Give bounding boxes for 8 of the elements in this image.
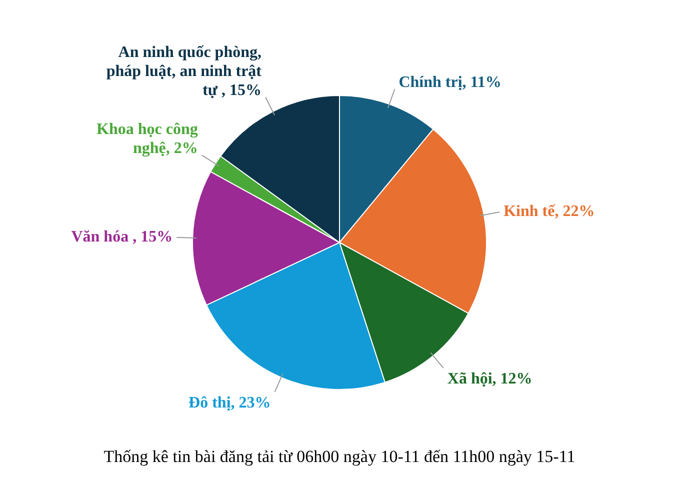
slice-label: Chính trị, 11% <box>398 74 502 91</box>
slice-label: Xã hội, 12% <box>447 370 532 388</box>
slice-label: Văn hóa , 15% <box>71 228 173 246</box>
text: Thống kê tin bài đăng tải từ 06h00 ngày 10-11 đến 11h00 ngày 15-11 <box>102 447 576 467</box>
slice-label: Đô thị, 23% <box>188 394 271 412</box>
slice-label: Kinh tế, 22% <box>504 203 595 220</box>
slice-label: Khoa học công nghệ, 2% <box>96 120 198 157</box>
slice-label: An ninh quốc phòng, pháp luật, an ninh trật tự , 15% <box>106 44 262 99</box>
